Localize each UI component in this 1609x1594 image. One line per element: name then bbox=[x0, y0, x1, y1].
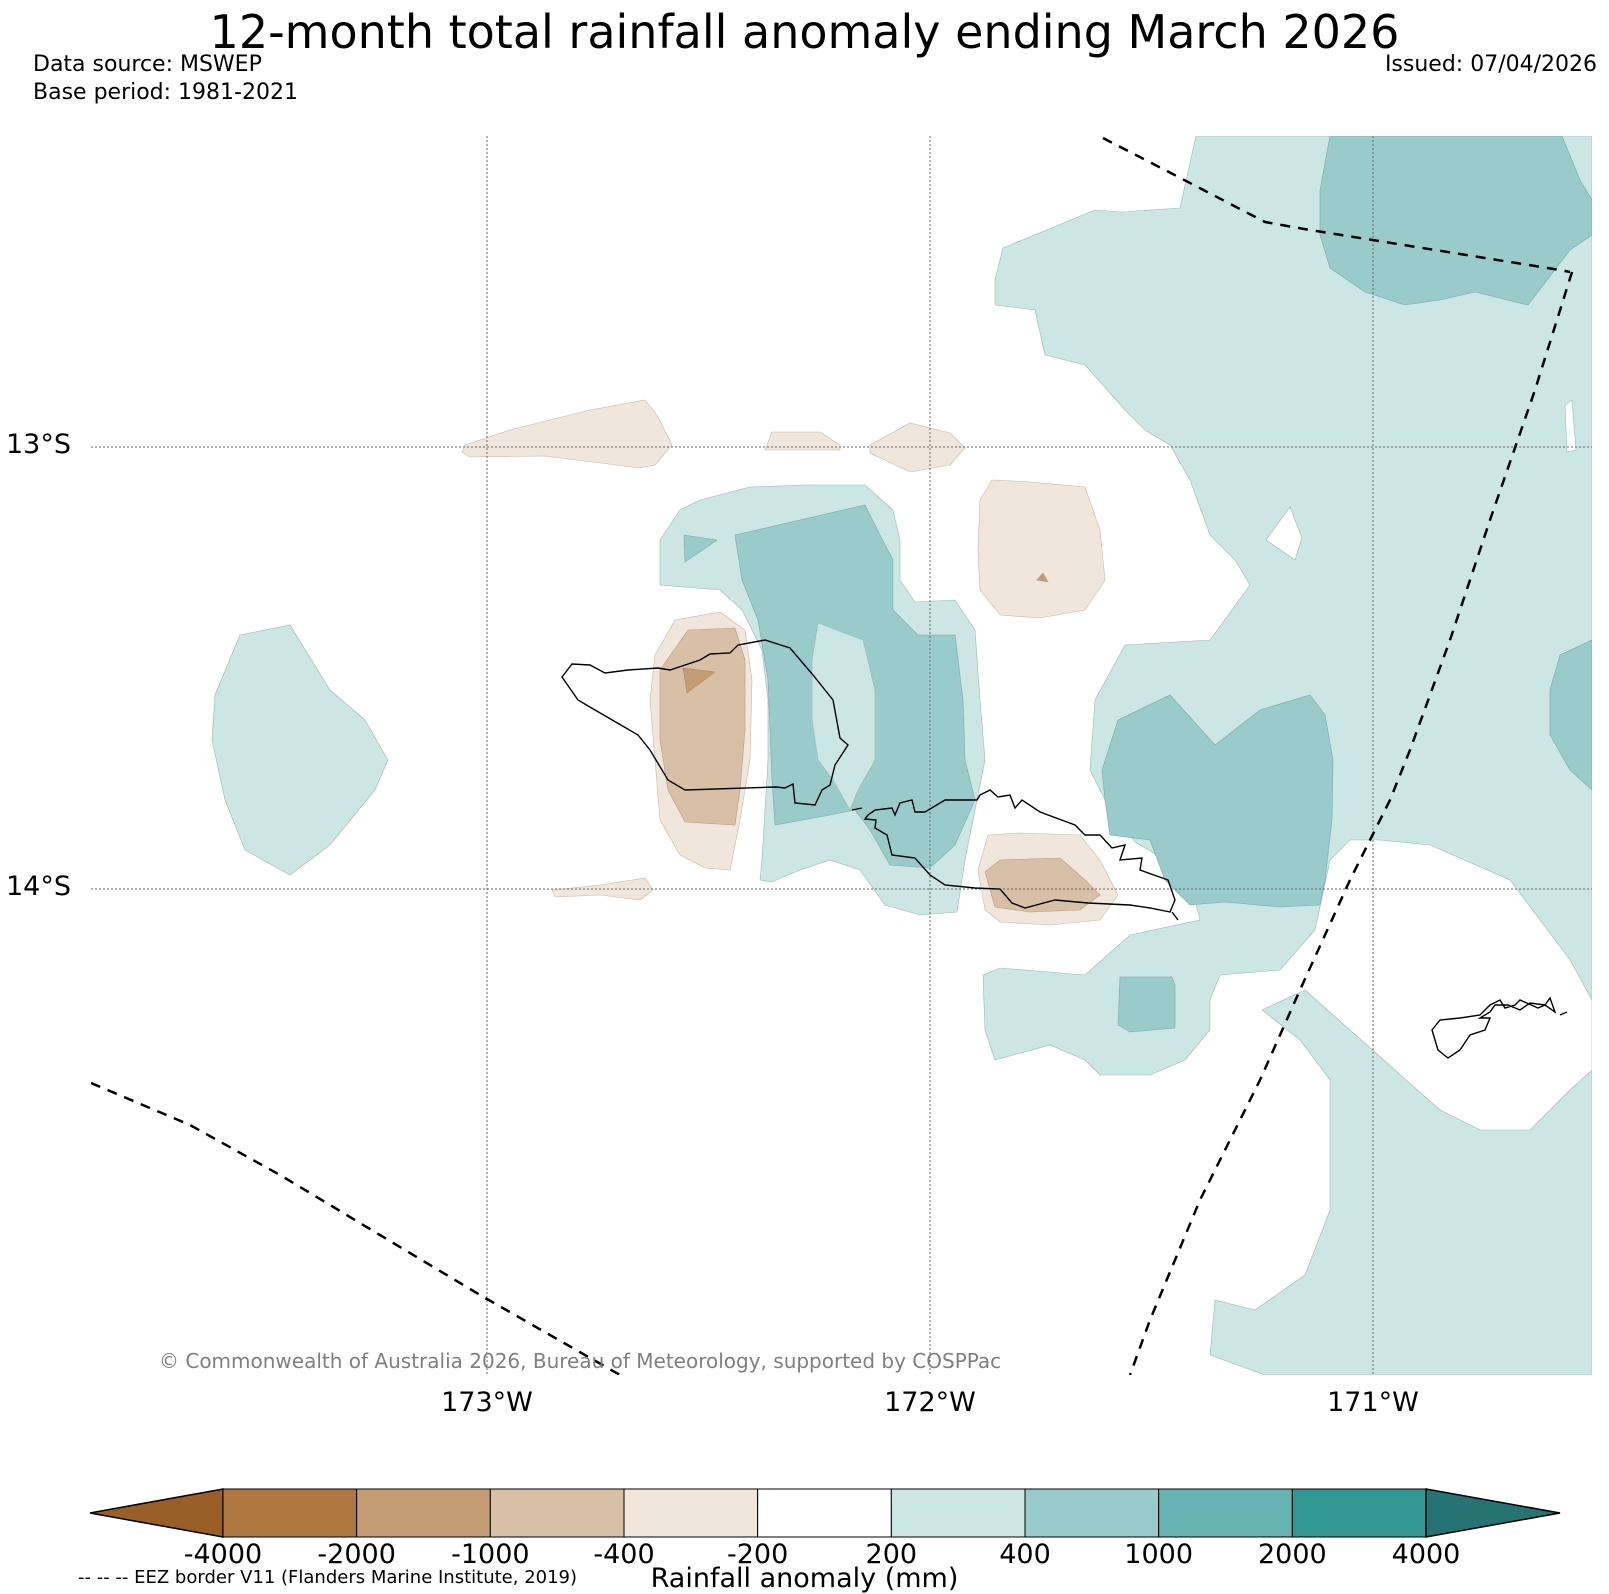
colorbar-segment bbox=[623, 1488, 759, 1538]
eez-legend-note: -- -- -- EEZ border V11 (Flanders Marine… bbox=[78, 1567, 578, 1588]
longitude-label-173w: 173°W bbox=[441, 1387, 533, 1418]
latitude-label-14s: 14°S bbox=[6, 871, 71, 902]
colorbar-tick-label: -400 bbox=[593, 1539, 655, 1570]
colorbar-tick-label: -1000 bbox=[451, 1539, 530, 1570]
inner-light-teal-patch bbox=[811, 622, 876, 811]
copyright-notice: © Commonwealth of Australia 2026, Bureau… bbox=[159, 1349, 1002, 1373]
colorbar-tick-label: 400 bbox=[999, 1539, 1051, 1570]
eez-border bbox=[91, 136, 1574, 1375]
colorbar-label: Rainfall anomaly (mm) bbox=[650, 1563, 959, 1594]
longitude-label-171w: 171°W bbox=[1327, 1387, 1419, 1418]
coastline-tutuila bbox=[1431, 996, 1568, 1059]
medium-brown-anomaly-regions bbox=[659, 572, 1101, 913]
colorbar-tick-label: 2000 bbox=[1257, 1539, 1327, 1570]
colorbar-segment bbox=[757, 1488, 892, 1538]
colorbar-tick-label: 1000 bbox=[1124, 1539, 1194, 1570]
longitude-label-172w: 172°W bbox=[884, 1387, 976, 1418]
latitude-label-13s: 13°S bbox=[6, 429, 71, 460]
rainfall-anomaly-map bbox=[91, 136, 1592, 1375]
chart-title: 12-month total rainfall anomaly ending M… bbox=[209, 5, 1400, 59]
colorbar-segment bbox=[1158, 1488, 1293, 1538]
colorbar-tick-label: 200 bbox=[865, 1539, 918, 1570]
colorbar-segment bbox=[356, 1488, 491, 1538]
colorbar-segment bbox=[1024, 1488, 1160, 1538]
colorbar-segment bbox=[890, 1488, 1026, 1538]
colorbar-extend-low bbox=[89, 1488, 224, 1538]
colorbar-extend-high bbox=[1425, 1488, 1561, 1538]
colorbar-segment bbox=[489, 1488, 625, 1538]
colorbar-tick-label: -200 bbox=[727, 1539, 789, 1570]
data-source: Data source: MSWEP bbox=[33, 52, 262, 77]
colorbar-tick-label: -4000 bbox=[183, 1539, 263, 1570]
base-period: Base period: 1981-2021 bbox=[33, 80, 298, 105]
colorbar-segment bbox=[1291, 1488, 1427, 1538]
colorbar-segment bbox=[222, 1488, 358, 1538]
colorbar bbox=[89, 1488, 1561, 1538]
colorbar-tick-label: 4000 bbox=[1391, 1539, 1461, 1570]
graticule bbox=[91, 136, 1592, 1375]
coastline-savaii bbox=[561, 639, 849, 806]
issued-date: Issued: 07/04/2026 bbox=[1384, 52, 1597, 77]
dark-brown-patch bbox=[682, 667, 716, 694]
colorbar-tick-label: -2000 bbox=[317, 1539, 396, 1570]
coastline-upolu bbox=[851, 789, 1179, 921]
